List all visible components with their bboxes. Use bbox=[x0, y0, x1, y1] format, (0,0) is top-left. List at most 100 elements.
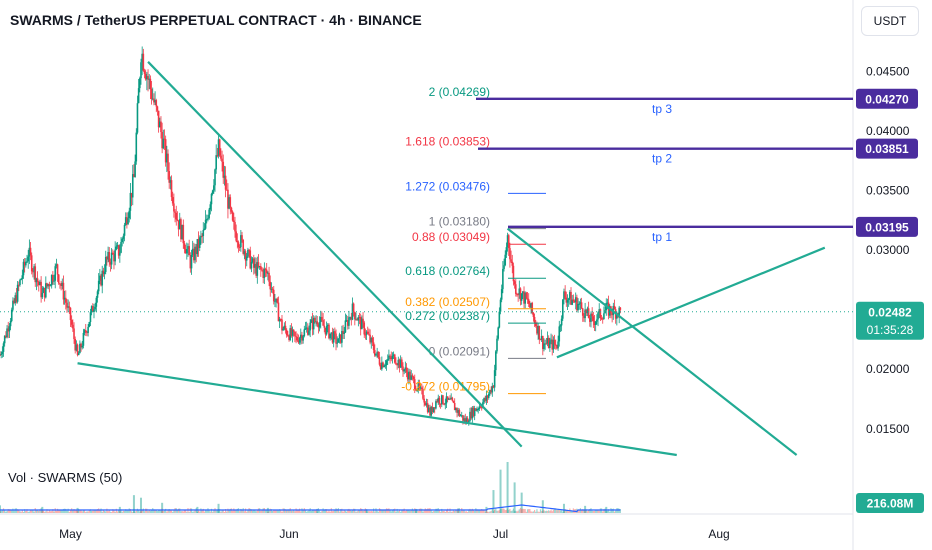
volume-bar bbox=[216, 509, 218, 513]
candle-body bbox=[329, 333, 331, 339]
candle-body bbox=[234, 222, 236, 232]
volume-bar bbox=[116, 511, 119, 513]
candle-body bbox=[616, 313, 618, 319]
time-axis-tick: May bbox=[59, 527, 82, 541]
volume-bar bbox=[490, 510, 492, 513]
candle-body bbox=[241, 235, 243, 240]
volume-bar bbox=[328, 509, 330, 513]
volume-bar bbox=[416, 509, 418, 513]
candle-body bbox=[21, 275, 24, 279]
candle-body bbox=[149, 78, 152, 89]
candle-body bbox=[220, 155, 222, 159]
volume-bar bbox=[17, 509, 19, 513]
candle-body bbox=[477, 408, 479, 410]
candle-body bbox=[151, 98, 154, 100]
candle-body bbox=[423, 398, 425, 403]
candle-body bbox=[35, 278, 38, 283]
candle-body bbox=[596, 319, 598, 322]
volume-bar bbox=[334, 510, 336, 513]
candle-body bbox=[144, 73, 147, 80]
volume-bar bbox=[425, 509, 428, 513]
candle-body bbox=[150, 88, 153, 100]
volume-bar bbox=[13, 510, 15, 513]
candle-body bbox=[106, 256, 108, 260]
candle-body bbox=[298, 338, 301, 343]
candle-body bbox=[89, 312, 92, 323]
candle-body bbox=[295, 336, 297, 338]
volume-bar bbox=[247, 510, 249, 513]
volume-bar bbox=[192, 511, 194, 513]
volume-bar bbox=[438, 510, 441, 513]
candle-body bbox=[318, 322, 321, 328]
candle-body bbox=[251, 258, 254, 262]
volume-bar bbox=[246, 511, 248, 513]
candle-body bbox=[397, 359, 400, 366]
volume-bar bbox=[330, 508, 332, 513]
candle-body bbox=[330, 332, 333, 334]
volume-bar bbox=[354, 508, 356, 513]
candle-body bbox=[280, 319, 282, 321]
volume-bar bbox=[518, 509, 520, 513]
candle-body bbox=[201, 235, 203, 237]
volume-bar bbox=[12, 508, 14, 513]
candle-body bbox=[63, 297, 66, 300]
candle-body bbox=[147, 76, 149, 80]
fib-level-label: 1.272 (0.03476) bbox=[405, 179, 490, 193]
candle-body bbox=[536, 326, 538, 334]
volume-bar bbox=[470, 509, 472, 513]
volume-bar bbox=[545, 510, 547, 513]
currency-selector-button[interactable]: USDT bbox=[861, 6, 919, 36]
volume-bar bbox=[341, 508, 343, 513]
volume-bar bbox=[200, 508, 202, 513]
volume-bar bbox=[304, 510, 307, 513]
candle-body bbox=[583, 315, 585, 319]
volume-bar bbox=[499, 469, 502, 513]
volume-bar bbox=[213, 510, 215, 513]
candle-body bbox=[26, 261, 28, 263]
candle-body bbox=[546, 338, 549, 344]
volume-bar bbox=[368, 510, 370, 513]
candle-body bbox=[32, 271, 34, 273]
candle-body bbox=[222, 161, 225, 178]
bar-countdown: 01:35:28 bbox=[867, 323, 914, 337]
candle-body bbox=[186, 248, 188, 254]
candle-body bbox=[146, 76, 148, 80]
volume-bar bbox=[82, 509, 85, 513]
volume-bar bbox=[571, 511, 573, 513]
volume-bar bbox=[189, 508, 191, 513]
volume-bar bbox=[163, 510, 166, 513]
candle-body bbox=[90, 306, 93, 313]
volume-bar bbox=[158, 509, 160, 513]
volume-bar bbox=[284, 509, 287, 513]
volume-bar bbox=[2, 508, 5, 513]
volume-bar bbox=[102, 510, 104, 513]
volume-bar bbox=[375, 508, 377, 513]
fib-level-label: 0.618 (0.02764) bbox=[405, 264, 490, 278]
candle-body bbox=[268, 272, 270, 282]
candle-body bbox=[42, 287, 45, 293]
volume-bar bbox=[141, 509, 143, 513]
candle-body bbox=[68, 306, 71, 308]
candle-body bbox=[491, 385, 494, 393]
volume-bar bbox=[374, 511, 376, 513]
volume-bar bbox=[67, 508, 69, 513]
volume-bar bbox=[435, 508, 437, 513]
candle-body bbox=[158, 121, 161, 128]
candle-body bbox=[368, 333, 370, 335]
target-price-tag: 0.04270 bbox=[856, 88, 918, 109]
candle-body bbox=[381, 362, 383, 370]
candle-body bbox=[504, 254, 507, 266]
volume-bar bbox=[323, 509, 325, 513]
volume-bar bbox=[295, 508, 297, 513]
volume-bar bbox=[108, 509, 110, 513]
candle-body bbox=[57, 274, 60, 284]
candle-body bbox=[399, 359, 402, 368]
volume-bar bbox=[161, 508, 163, 513]
candle-body bbox=[594, 321, 597, 325]
candle-body bbox=[452, 400, 455, 403]
candle-body bbox=[310, 319, 313, 323]
volume-bar bbox=[479, 509, 482, 513]
candle-body bbox=[359, 317, 362, 330]
volume-bar bbox=[62, 508, 65, 513]
